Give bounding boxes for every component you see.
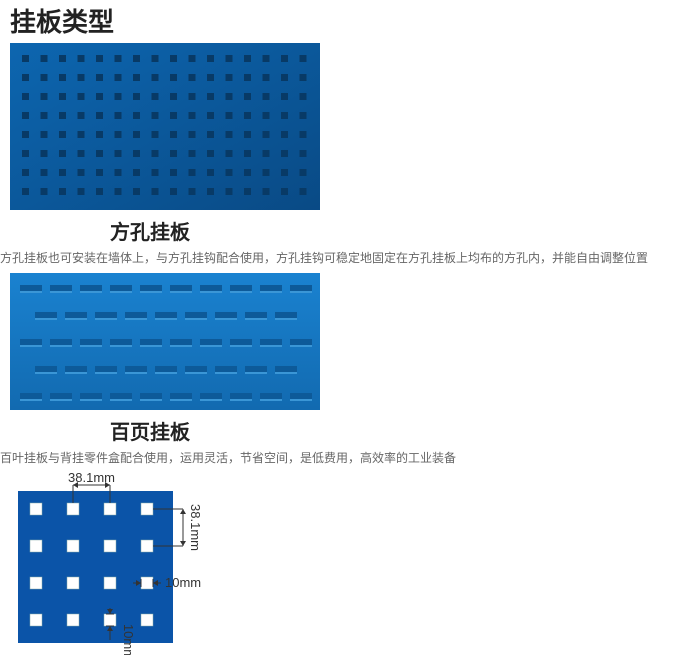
spec-diagram: 38.1mm 38.1mm 10mm 10mm (18, 473, 681, 655)
section1-title: 方孔挂板 (0, 210, 681, 249)
page-title: 挂板类型 (0, 0, 681, 43)
section1-desc: 方孔挂板也可安装在墙体上，与方孔挂钩配合使用，方孔挂钩可稳定地固定在方孔挂板上均… (0, 249, 681, 273)
svg-text:10mm: 10mm (121, 624, 136, 655)
svg-text:38.1mm: 38.1mm (188, 504, 203, 551)
spec-panel-image: 38.1mm 38.1mm 10mm 10mm (18, 473, 248, 655)
svg-text:38.1mm: 38.1mm (68, 473, 115, 485)
svg-text:10mm: 10mm (165, 575, 201, 590)
louver-panel-image (10, 273, 320, 410)
section2-title: 百页挂板 (0, 410, 681, 449)
section2-desc: 百叶挂板与背挂零件盒配合使用，运用灵活，节省空间，是低费用，高效率的工业装备 (0, 449, 681, 473)
square-hole-panel-image (10, 43, 320, 210)
